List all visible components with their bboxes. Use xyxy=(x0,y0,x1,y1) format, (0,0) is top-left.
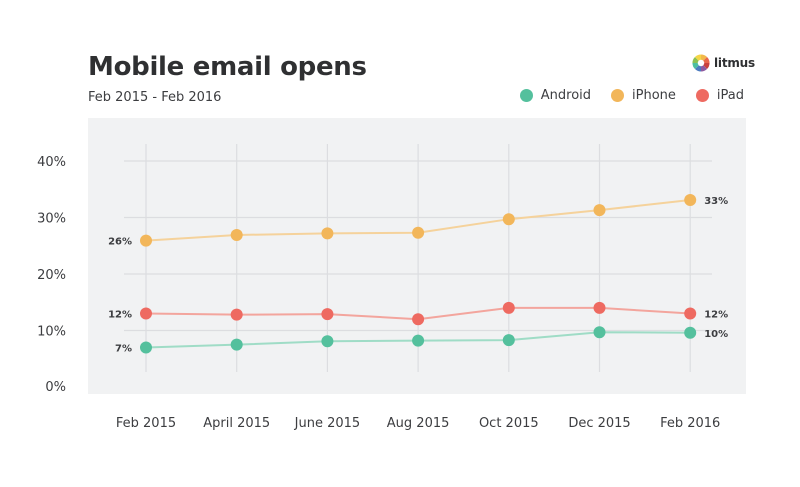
x-tick-label: Feb 2015 xyxy=(116,416,176,431)
data-point-iphone xyxy=(684,193,697,206)
data-label-android: 7% xyxy=(115,343,132,354)
data-point-ipad xyxy=(230,308,243,321)
y-tick-label: 20% xyxy=(37,268,66,283)
legend-marker-android xyxy=(519,89,533,102)
data-point-android xyxy=(140,341,152,354)
data-point-android xyxy=(230,338,243,351)
x-tick-label: April 2015 xyxy=(203,416,270,431)
x-tick-label: June 2015 xyxy=(294,416,361,431)
chart-subtitle: Feb 2015 - Feb 2016 xyxy=(88,90,222,105)
data-point-ipad xyxy=(412,313,425,326)
legend-item-ipad: iPad xyxy=(695,88,744,103)
brand-logo: litmus xyxy=(692,52,755,74)
x-tick-label: Feb 2016 xyxy=(660,416,720,431)
data-label-iphone: 33% xyxy=(704,196,728,207)
y-tick-label: 0% xyxy=(45,380,66,395)
data-label-iphone: 26% xyxy=(108,237,132,248)
data-point-android xyxy=(593,326,606,339)
data-point-android xyxy=(684,326,697,339)
x-tick-label: Aug 2015 xyxy=(387,416,450,431)
x-tick-label: Oct 2015 xyxy=(479,416,539,431)
x-tick-label: Dec 2015 xyxy=(568,416,630,431)
legend-marker-iphone xyxy=(611,89,625,102)
chart-title: Mobile email opens xyxy=(88,52,367,82)
legend-item-android: Android xyxy=(519,88,592,103)
data-point-iphone xyxy=(502,213,515,226)
data-label-ipad: 12% xyxy=(108,310,132,321)
data-point-android xyxy=(321,335,334,348)
chart-legend: Android iPhone iPad xyxy=(519,88,744,103)
data-point-iphone xyxy=(321,227,334,240)
data-point-ipad xyxy=(684,307,697,320)
legend-label-android: Android xyxy=(540,88,592,103)
logo-center xyxy=(697,59,705,67)
data-point-ipad xyxy=(140,307,152,320)
data-point-ipad xyxy=(321,308,334,321)
data-point-iphone xyxy=(230,229,243,242)
legend-marker-ipad xyxy=(695,89,709,102)
legend-item-iphone: iPhone xyxy=(611,88,676,103)
data-label-ipad: 12% xyxy=(704,310,728,321)
plot-area xyxy=(88,118,746,394)
y-tick-label: 40% xyxy=(37,155,66,170)
data-point-android xyxy=(502,334,515,347)
brand-name: litmus xyxy=(714,56,755,70)
data-label-android: 10% xyxy=(704,329,728,340)
data-point-ipad xyxy=(502,301,515,314)
data-point-ipad xyxy=(593,301,606,314)
legend-label-ipad: iPad xyxy=(716,88,744,103)
data-point-iphone xyxy=(412,226,425,239)
litmus-logo-icon xyxy=(692,54,710,72)
y-tick-label: 30% xyxy=(37,212,66,227)
data-point-android xyxy=(412,334,425,347)
data-point-iphone xyxy=(593,204,606,217)
y-tick-label: 10% xyxy=(37,325,66,340)
data-point-iphone xyxy=(140,234,152,247)
legend-label-iphone: iPhone xyxy=(632,88,676,103)
